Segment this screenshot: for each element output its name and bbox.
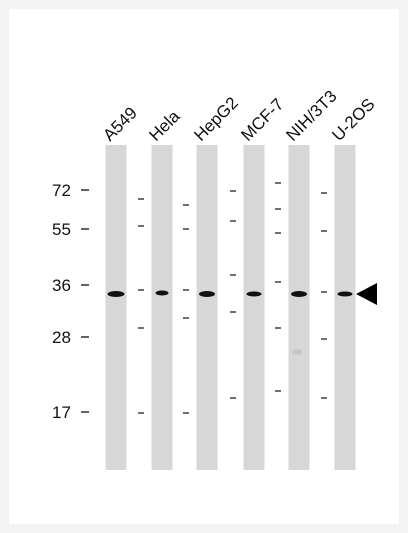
- lane-label: MCF-7: [237, 95, 287, 145]
- lanes-layer: [105, 145, 356, 470]
- band-lane-1: [107, 291, 125, 297]
- lane-6: [334, 145, 356, 470]
- lane-ticks-layer: [138, 182, 327, 414]
- band-lane-4: [246, 291, 262, 297]
- band-lane-2: [155, 290, 169, 296]
- mw-marker-label: 28: [52, 328, 71, 347]
- band-lane-6: [337, 291, 353, 297]
- lane-label: HepG2: [190, 93, 242, 145]
- lane-3: [196, 145, 218, 470]
- mw-marker-label: 72: [52, 181, 71, 200]
- lane-5: [288, 145, 310, 470]
- marker-labels-layer: 72 55 36 28 17: [52, 181, 89, 422]
- band-lane-5: [291, 291, 307, 297]
- lane-4: [243, 145, 265, 470]
- lane-label: Hela: [145, 106, 184, 145]
- bands-layer: [107, 290, 353, 355]
- faint-band-nih3t3: [292, 349, 302, 355]
- mw-marker-label: 36: [52, 276, 71, 295]
- mw-marker-label: 55: [52, 220, 71, 239]
- lane-label: A549: [99, 103, 141, 145]
- arrowhead-left-icon: [356, 283, 377, 305]
- mw-marker-label: 17: [52, 403, 71, 422]
- lane-1: [105, 145, 127, 470]
- band-lane-3: [199, 291, 215, 297]
- lane-2: [151, 145, 173, 470]
